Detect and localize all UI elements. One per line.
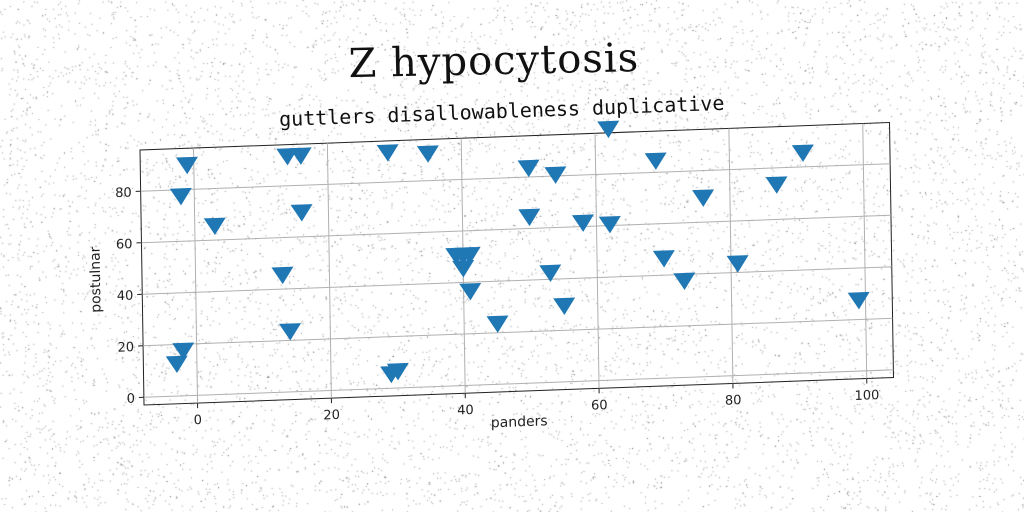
x-tick-label: 40	[457, 403, 474, 419]
scatter-point	[386, 362, 409, 381]
y-tick-label: 40	[117, 289, 134, 305]
scatter-point	[544, 166, 567, 184]
plot-area: 0 20 40 60 80 100 0 20 40 60 80 panders postulnar	[88, 120, 895, 431]
scatter-point	[571, 214, 594, 232]
x-gridline	[862, 123, 868, 379]
scatter-point	[553, 297, 576, 316]
scatter-point	[279, 323, 302, 341]
scatter-point	[847, 291, 870, 310]
scatter-point	[791, 144, 814, 162]
grid-layer	[140, 123, 894, 404]
scatter-point	[598, 215, 621, 234]
x-axis-label: panders	[491, 413, 548, 431]
scatter-point	[459, 282, 482, 301]
scatter-point	[416, 145, 439, 163]
tick-layer: 0 20 40 60 80 100 0 20 40 60 80	[115, 186, 880, 429]
scatter-point	[175, 156, 198, 175]
scatter-point	[692, 189, 715, 207]
x-tick-label: 20	[323, 408, 340, 424]
y-tick-label: 60	[116, 237, 133, 253]
y-tick-label: 20	[117, 340, 134, 356]
scatter-point	[539, 264, 562, 283]
y-gridline	[140, 163, 891, 192]
scatter-point	[452, 260, 475, 278]
scatter-point	[486, 315, 509, 333]
scatter-point	[271, 266, 294, 285]
scatter-point	[172, 342, 195, 360]
y-gridline	[141, 214, 891, 244]
scatter-point	[644, 152, 667, 170]
scatter-point	[203, 217, 226, 236]
chart-subtitle: guttlers disallowableness duplicative	[279, 91, 725, 131]
scatter-point	[652, 250, 675, 268]
y-tick-label: 0	[127, 392, 136, 407]
scatter-point	[458, 246, 481, 265]
plot-frame	[139, 121, 895, 406]
scatter-point	[518, 208, 541, 227]
scatter-point	[673, 272, 696, 290]
point-layer	[165, 120, 870, 384]
x-tick-label: 60	[591, 398, 608, 414]
y-axis-label: postulnar	[88, 246, 105, 313]
y-gridline	[143, 369, 894, 398]
scatter-point	[726, 255, 749, 273]
scatter-point	[289, 147, 312, 165]
x-tick-label: 0	[194, 413, 203, 428]
x-gridline	[326, 143, 332, 399]
scatter-point	[165, 355, 188, 374]
x-gridline	[594, 133, 600, 389]
y-tick-label: 80	[115, 186, 132, 202]
scatter-point	[765, 176, 788, 194]
x-tick-label: 100	[854, 388, 879, 404]
scatter-point	[290, 204, 313, 222]
scatter-point	[376, 144, 399, 162]
x-tick-label: 80	[725, 393, 742, 409]
scatter-point	[169, 187, 192, 206]
scatter-point	[597, 120, 620, 139]
scatter-point	[517, 159, 540, 178]
y-gridline	[143, 317, 893, 347]
y-gridline	[142, 266, 892, 295]
x-gridline	[193, 148, 199, 404]
